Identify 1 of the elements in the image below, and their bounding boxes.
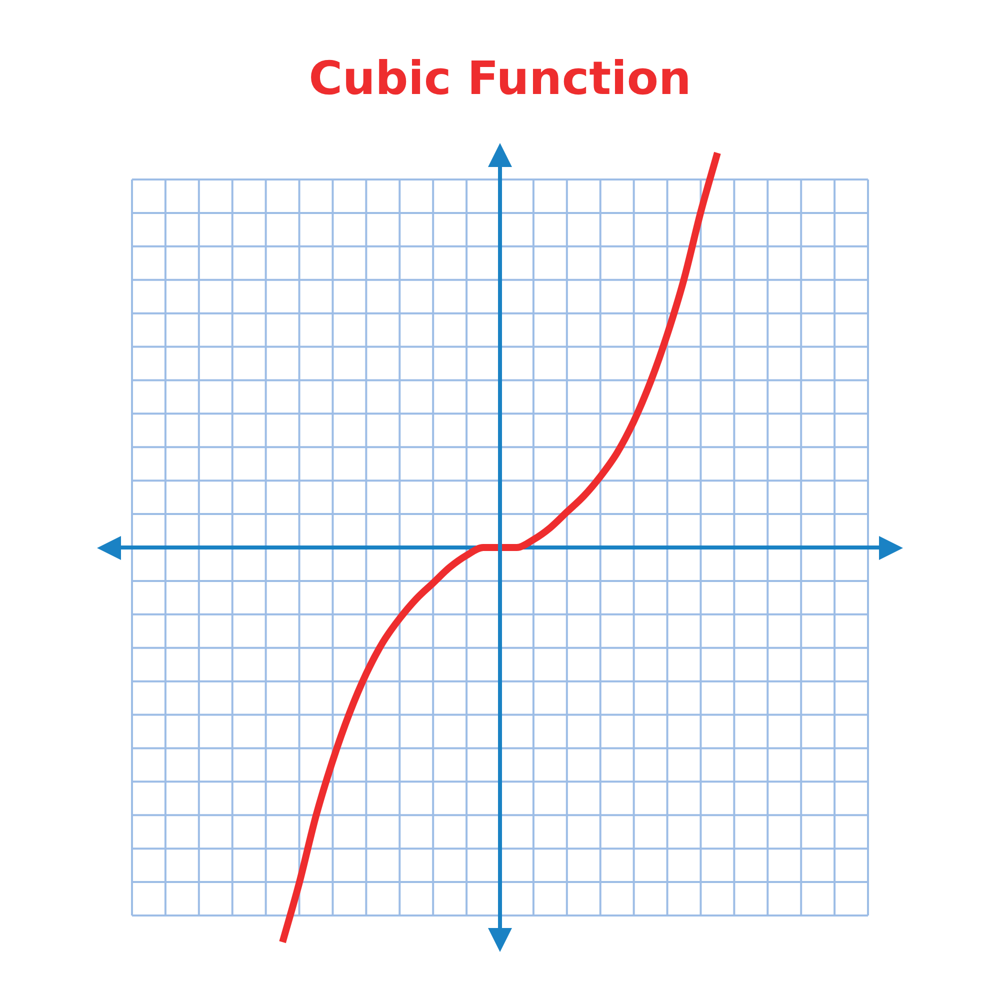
chart-title: Cubic Function	[308, 50, 692, 107]
